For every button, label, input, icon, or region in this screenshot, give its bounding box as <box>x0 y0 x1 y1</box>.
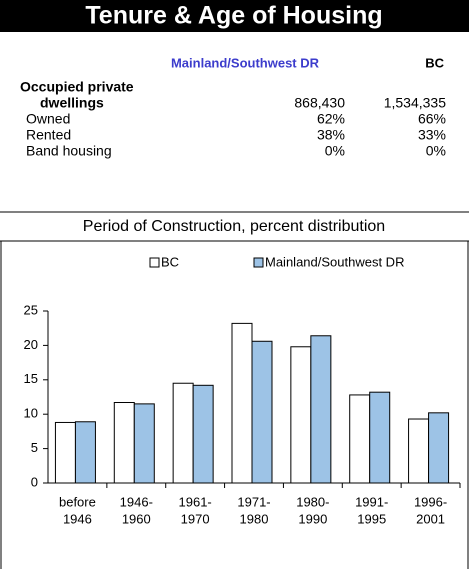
bar <box>310 335 332 484</box>
x-tick-label: 1946- <box>120 494 153 509</box>
x-tick-label: 1996- <box>414 494 447 509</box>
x-tick-label: 1946 <box>63 511 92 526</box>
x-tick-label: 1961- <box>179 494 212 509</box>
cell: 0% <box>426 143 446 159</box>
row-label: Band housing <box>26 143 112 159</box>
x-tick-label: 1960 <box>122 511 151 526</box>
bar <box>408 418 430 484</box>
cell: 868,430 <box>294 95 345 111</box>
x-tick-label: 1980 <box>240 511 269 526</box>
x-tick-label: 1980- <box>296 494 329 509</box>
row-label: Occupied private <box>20 79 134 95</box>
x-tick-label: 1971- <box>237 494 270 509</box>
bar <box>290 346 312 484</box>
bar <box>428 412 450 484</box>
cell: 1,534,335 <box>384 95 446 111</box>
bar <box>369 391 391 484</box>
bar <box>349 394 371 484</box>
y-tick-label: 0 <box>31 474 38 489</box>
y-tick-label: 20 <box>24 337 38 352</box>
legend-swatch <box>253 257 264 268</box>
title-bar <box>0 0 469 32</box>
column-header: Mainland/Southwest DR <box>171 55 320 70</box>
cell: 33% <box>418 127 446 143</box>
chart-title: Period of Construction, percent distribu… <box>83 218 385 235</box>
page-title: Tenure & Age of Housing <box>85 2 382 30</box>
bar <box>231 322 253 484</box>
legend-swatch <box>149 257 160 268</box>
bar <box>74 421 96 484</box>
cell: 62% <box>317 111 345 127</box>
cell: 66% <box>418 111 446 127</box>
legend-label: BC <box>161 254 179 269</box>
row-label: Owned <box>26 111 70 127</box>
x-tick-label: 1995 <box>357 511 386 526</box>
cell: 0% <box>325 143 345 159</box>
row-label: dwellings <box>40 95 104 111</box>
x-tick-label: 1991- <box>355 494 388 509</box>
x-tick-label: 1970 <box>181 511 210 526</box>
bar <box>251 340 273 484</box>
bar <box>113 402 135 484</box>
y-tick-label: 15 <box>24 371 38 386</box>
y-tick-label: 25 <box>24 302 38 317</box>
column-header: BC <box>425 55 444 70</box>
y-tick-label: 10 <box>24 406 38 421</box>
cell: 38% <box>317 127 345 143</box>
x-tick-label: 1990 <box>298 511 327 526</box>
bar <box>172 382 194 484</box>
bar <box>192 384 214 484</box>
bar <box>133 403 155 484</box>
y-tick-label: 5 <box>31 440 38 455</box>
legend-label: Mainland/Southwest DR <box>265 254 404 269</box>
x-tick-label: before <box>59 494 96 509</box>
bar <box>54 421 76 484</box>
x-tick-label: 2001 <box>416 511 445 526</box>
row-label: Rented <box>26 127 71 143</box>
